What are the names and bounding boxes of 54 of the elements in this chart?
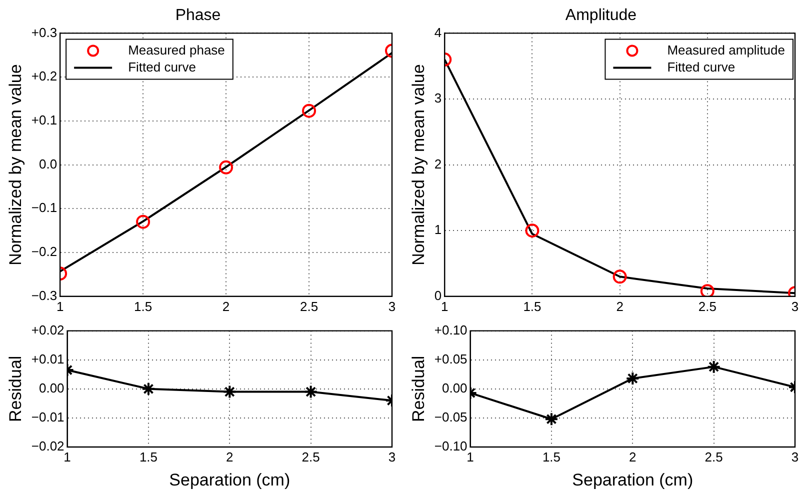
y-tick-label: 0 [434, 288, 442, 303]
y-axis-title: Normalized by mean value [6, 64, 25, 266]
y-tick-label: +0.01 [31, 351, 64, 366]
y-tick-label: 0.0 [38, 156, 58, 172]
point [219, 160, 234, 174]
x-tick-label: 3 [388, 298, 396, 314]
legend-label: Measured amplitude [667, 42, 786, 58]
x-tick-label: 2 [616, 298, 624, 314]
y-tick-label: 2 [434, 156, 442, 172]
x-tick-label: 3 [791, 449, 799, 464]
y-tick-label: −0.3 [31, 288, 58, 303]
point [222, 384, 237, 399]
x-tick-label: 2.5 [698, 298, 716, 314]
point [612, 270, 627, 284]
x-axis-title: Separation (cm) [572, 470, 694, 490]
point [626, 371, 640, 386]
x-axis-title: Separation (cm) [169, 470, 290, 490]
x-tick-label: 1.5 [542, 449, 561, 464]
y-axis-title: Residual [408, 356, 428, 422]
chart-title: Phase [175, 7, 221, 24]
y-tick-label: +0.1 [31, 112, 58, 128]
y-tick-label: 0.00 [38, 380, 64, 396]
y-tick-label: −0.10 [434, 438, 468, 454]
y-tick-label: 4 [434, 24, 442, 40]
y-tick-label: +0.2 [31, 68, 58, 84]
y-tick-label: +0.05 [434, 351, 468, 366]
y-axis-title: Normalized by mean value [408, 64, 428, 266]
y-tick-label: +0.3 [31, 24, 58, 40]
y-tick-label: −0.01 [31, 410, 64, 425]
y-tick-label: +0.10 [434, 322, 468, 338]
chart-title: Amplitude [565, 7, 637, 24]
x-tick-label: 1.5 [139, 449, 158, 464]
x-tick-label: 2.5 [300, 298, 318, 314]
x-tick-label: 1.5 [134, 298, 152, 314]
y-tick-label: 3 [434, 90, 442, 106]
y-axis-title: Residual [6, 356, 25, 422]
x-tick-label: 2 [629, 449, 636, 464]
x-tick-label: 3 [791, 298, 799, 314]
x-tick-label: 3 [388, 449, 396, 464]
y-tick-label: 0.00 [442, 380, 468, 396]
x-tick-label: 2.5 [302, 449, 320, 464]
legend-label: Fitted curve [128, 59, 196, 74]
legend-label: Measured phase [128, 42, 225, 58]
x-tick-label: 1.5 [523, 298, 542, 314]
y-tick-label: −0.1 [31, 200, 58, 216]
x-tick-label: 2.5 [704, 449, 723, 464]
y-tick-label: +0.02 [31, 322, 64, 338]
y-tick-label: −0.02 [31, 438, 64, 454]
x-tick-label: 2 [222, 298, 230, 314]
y-tick-label: −0.05 [434, 410, 468, 425]
x-tick-label: 2 [226, 449, 234, 464]
legend-label: Fitted curve [667, 59, 736, 74]
y-tick-label: −0.2 [31, 244, 58, 260]
y-tick-label: 1 [434, 222, 442, 238]
